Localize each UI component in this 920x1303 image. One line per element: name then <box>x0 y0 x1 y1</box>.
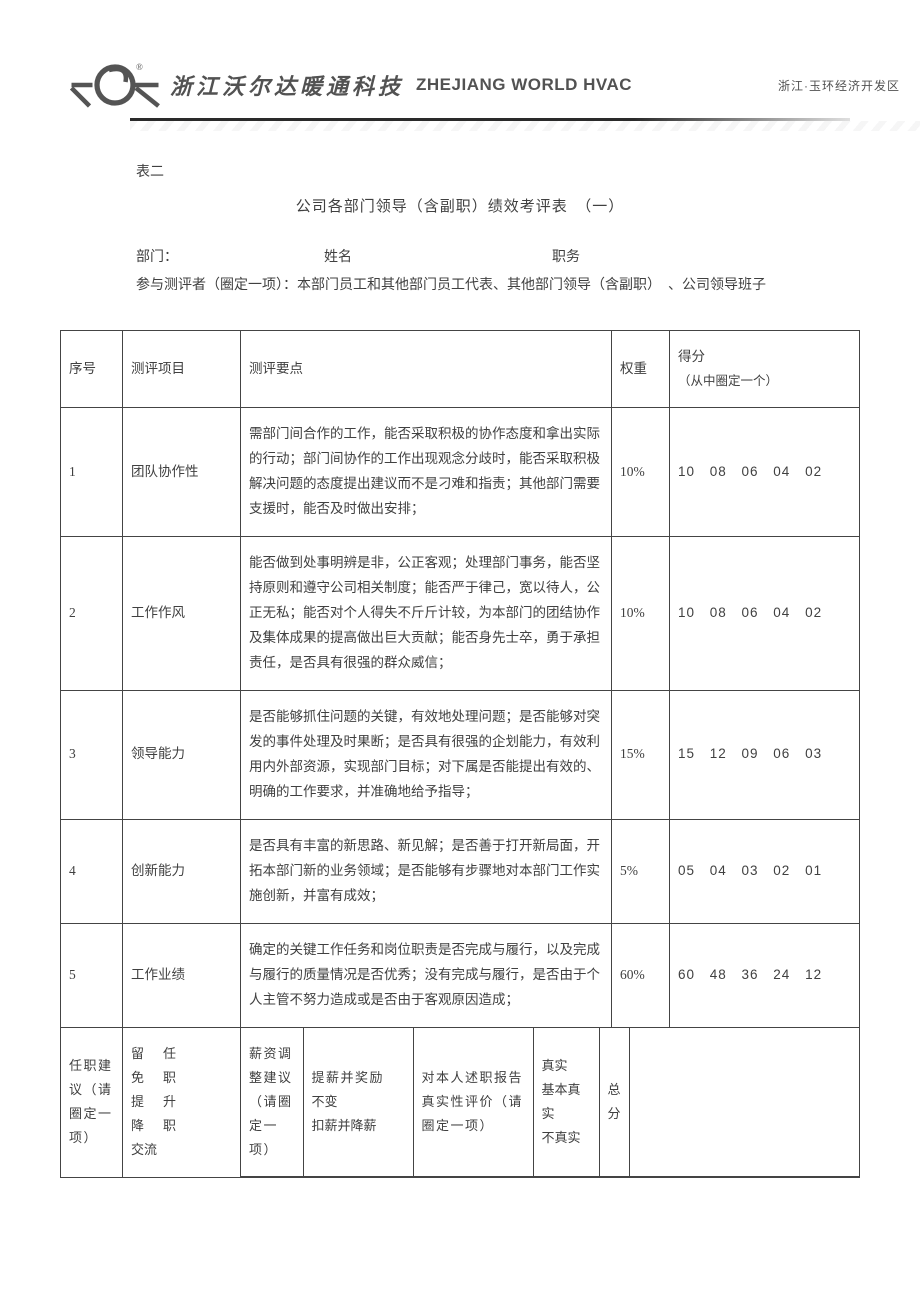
opt[interactable]: 基本真实 <box>542 1078 591 1126</box>
cell-item: 团队协作性 <box>123 408 241 537</box>
col-item: 测评项目 <box>123 331 241 408</box>
cell-no: 5 <box>61 923 123 1027</box>
cell-weight: 10% <box>612 408 670 537</box>
opt[interactable]: 提 升 <box>131 1090 232 1114</box>
cell-scores[interactable]: 15 12 09 06 03 <box>670 690 860 819</box>
cell-no: 1 <box>61 408 123 537</box>
cell-points: 是否具有丰富的新思路、新见解；是否善于打开新局面，开拓本部门新的业务领域；是否能… <box>241 819 612 923</box>
cell-weight: 60% <box>612 923 670 1027</box>
table-header-row: 序号 测评项目 测评要点 权重 得分 （从中圈定一个） <box>61 331 860 408</box>
brand-chinese: 浙江沃尔达暖通科技 <box>170 69 404 101</box>
truth-options[interactable]: 真实 基本真实 不真实 <box>533 1028 599 1177</box>
dept-label: 部门： <box>136 244 316 272</box>
reviewer-line: 参与测评者（圈定一项）：本部门员工和其他部门员工代表、其他部门领导（含副职） 、… <box>136 272 784 300</box>
score-hdr-main: 得分 <box>678 349 705 364</box>
cell-scores[interactable]: 10 08 06 04 02 <box>670 408 860 537</box>
cell-no: 4 <box>61 819 123 923</box>
opt[interactable]: 降 职 <box>131 1114 232 1138</box>
cell-points: 是否能够抓住问题的关键，有效地处理问题；是否能够对突发的事件处理及时果断；是否具… <box>241 690 612 819</box>
salary-label: 薪资调整建议（请圈定一项） <box>241 1028 303 1177</box>
cell-points: 能否做到处事明辨是非，公正客观；处理部门事务，能否坚持原则和遵守公司相关制度；能… <box>241 536 612 690</box>
post-label: 职务 <box>552 244 580 272</box>
salary-options[interactable]: 提薪并奖励 不变 扣薪并降薪 <box>303 1028 413 1177</box>
truth-label: 对本人述职报告真实性评价（请圈定一项） <box>413 1028 533 1177</box>
footer-row: 任职建议（请圈定一项） 留 任 免 职 提 升 降 职 交流 薪资调整建议（请圈… <box>61 1027 860 1177</box>
total-value[interactable] <box>629 1028 859 1177</box>
cell-points: 确定的关键工作任务和岗位职责是否完成与履行，以及完成与履行的质量情况是否优秀；没… <box>241 923 612 1027</box>
opt[interactable]: 扣薪并降薪 <box>312 1114 405 1138</box>
opt[interactable]: 不变 <box>312 1090 405 1114</box>
cell-no: 3 <box>61 690 123 819</box>
reg-mark: ® <box>136 62 143 72</box>
evaluation-table: 序号 测评项目 测评要点 权重 得分 （从中圈定一个） 1 团队协作性 需部门间… <box>60 330 860 1178</box>
score-hdr-sub: （从中圈定一个） <box>678 370 851 393</box>
cell-item: 领导能力 <box>123 690 241 819</box>
cell-weight: 10% <box>612 536 670 690</box>
cell-weight: 15% <box>612 690 670 819</box>
cell-scores[interactable]: 05 04 03 02 01 <box>670 819 860 923</box>
appoint-options[interactable]: 留 任 免 职 提 升 降 职 交流 <box>123 1027 241 1177</box>
opt[interactable]: 提薪并奖励 <box>312 1066 405 1090</box>
cell-scores[interactable]: 10 08 06 04 02 <box>670 536 860 690</box>
brand-logo: ® <box>70 60 160 110</box>
cell-item: 创新能力 <box>123 819 241 923</box>
table-label: 表二 <box>136 161 860 181</box>
opt[interactable]: 不真实 <box>542 1126 591 1150</box>
opt[interactable]: 免 职 <box>131 1066 232 1090</box>
cell-weight: 5% <box>612 819 670 923</box>
opt[interactable]: 真实 <box>542 1054 591 1078</box>
col-weight: 权重 <box>612 331 670 408</box>
footer-right-group: 薪资调整建议（请圈定一项） 提薪并奖励 不变 扣薪并降薪 对本人述职报告真实性评… <box>241 1027 860 1177</box>
opt[interactable]: 留 任 <box>131 1042 232 1066</box>
meta-block: 部门： 姓名 职务 参与测评者（圈定一项）：本部门员工和其他部门员工代表、其他部… <box>136 244 784 300</box>
total-label: 总分 <box>599 1028 629 1177</box>
col-points: 测评要点 <box>241 331 612 408</box>
table-row: 3 领导能力 是否能够抓住问题的关键，有效地处理问题；是否能够对突发的事件处理及… <box>61 690 860 819</box>
appoint-label: 任职建议（请圈定一项） <box>61 1027 123 1177</box>
cell-item: 工作业绩 <box>123 923 241 1027</box>
name-label: 姓名 <box>324 244 544 272</box>
content: 表二 公司各部门领导（含副职）绩效考评表 （一） 部门： 姓名 职务 参与测评者… <box>0 131 920 1218</box>
page-header: ® 浙江沃尔达暖通科技 ZHEJIANG WORLD HVAC 浙江·玉环经济开… <box>0 0 920 118</box>
col-no: 序号 <box>61 331 123 408</box>
opt[interactable]: 交流 <box>131 1138 232 1162</box>
col-score: 得分 （从中圈定一个） <box>670 331 860 408</box>
meta-row-1: 部门： 姓名 职务 <box>136 244 784 272</box>
brand-english: ZHEJIANG WORLD HVAC <box>416 75 632 95</box>
cell-scores[interactable]: 60 48 36 24 12 <box>670 923 860 1027</box>
cell-item: 工作作风 <box>123 536 241 690</box>
table-row: 2 工作作风 能否做到处事明辨是非，公正客观；处理部门事务，能否坚持原则和遵守公… <box>61 536 860 690</box>
cell-points: 需部门间合作的工作，能否采取积极的协作态度和拿出实际的行动；部门间协作的工作出现… <box>241 408 612 537</box>
table-row: 5 工作业绩 确定的关键工作任务和岗位职责是否完成与履行，以及完成与履行的质量情… <box>61 923 860 1027</box>
header-wave <box>130 121 920 131</box>
cell-no: 2 <box>61 536 123 690</box>
footer-inner-table: 薪资调整建议（请圈定一项） 提薪并奖励 不变 扣薪并降薪 对本人述职报告真实性评… <box>241 1028 859 1177</box>
doc-title: 公司各部门领导（含副职）绩效考评表 （一） <box>60 195 860 216</box>
table-row: 4 创新能力 是否具有丰富的新思路、新见解；是否善于打开新局面，开拓本部门新的业… <box>61 819 860 923</box>
brand-location: 浙江·玉环经济开发区 <box>778 77 900 94</box>
table-row: 1 团队协作性 需部门间合作的工作，能否采取积极的协作态度和拿出实际的行动；部门… <box>61 408 860 537</box>
